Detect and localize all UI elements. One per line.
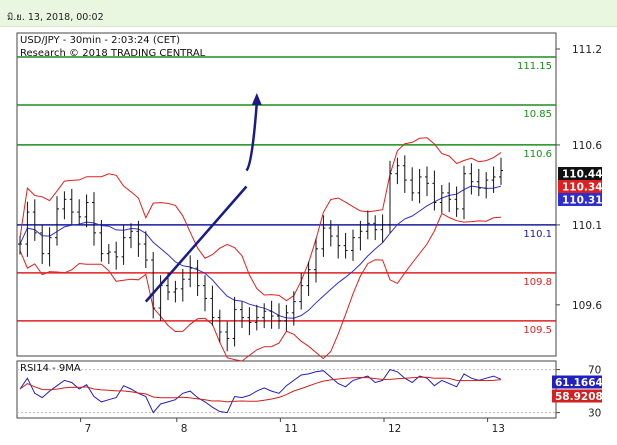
y-tick-label: 109.6 [572, 300, 602, 312]
y-tick-label: 110.1 [572, 220, 602, 232]
rsi-badge-label: 61.1664 [555, 377, 603, 389]
trend-layer [144, 92, 262, 303]
x-axis-ticks: 7 8 11 12 13 [80, 418, 505, 435]
level-label: 110.6 [523, 149, 552, 160]
rsi-panel-frame [16, 360, 557, 419]
level-label: 110.1 [523, 229, 552, 240]
price-badge [558, 180, 602, 194]
level-label: 111.15 [517, 61, 552, 72]
bollinger-upper [19, 137, 502, 302]
header-date: มิ.ย. 13, 2018, 00:02 [7, 12, 104, 23]
rsi-badge [552, 389, 602, 403]
bollinger-lower [19, 212, 502, 362]
level-label: 109.5 [523, 325, 552, 336]
candles-layer [18, 155, 503, 352]
y-tick-label: 111.2 [572, 44, 602, 56]
price-badge [558, 193, 602, 207]
price-panel-frame [16, 32, 557, 357]
rsi-y-tick-label: 30 [588, 408, 601, 420]
rsi-badge-label: 58.9208 [555, 391, 603, 403]
x-tick-label: 11 [284, 423, 297, 435]
header-bar: มิ.ย. 13, 2018, 00:02 [0, 0, 617, 27]
levels-layer: 111.15 10.85 110.6 110.1 109.8 109.5 [17, 56, 556, 336]
rsi-ma-line [19, 376, 502, 403]
rsi-title: RSI14 - 9MA [20, 363, 81, 374]
chart-research-line: Research © 2018 TRADING CENTRAL [20, 48, 206, 59]
x-tick-label: 13 [492, 423, 505, 435]
rsi-y-tick-label: 70 [588, 365, 601, 377]
projection-arrow-shaft [245, 102, 259, 172]
rsi-line [19, 369, 502, 414]
moving-average-line [19, 185, 502, 319]
y-axis-ticks: 109.6 110.1 110.6 111.2 [556, 44, 602, 312]
x-tick-label: 7 [85, 423, 92, 435]
price-badge-label: 110.44 [562, 169, 603, 181]
trendline [144, 185, 248, 303]
rsi-badge [552, 375, 602, 389]
level-label: 109.8 [523, 277, 552, 288]
price-badge [558, 167, 602, 181]
x-tick-label: 8 [181, 423, 188, 435]
price-badge-label: 110.312 [562, 195, 610, 207]
chart-symbol-line: USD/JPY - 30min - 2:03:24 (CET) [20, 35, 180, 46]
y-tick-label: 110.6 [572, 140, 602, 152]
level-label: 10.85 [523, 109, 552, 120]
bollinger-layer [19, 137, 502, 362]
projection-arrow-head [251, 92, 262, 105]
x-tick-label: 12 [388, 423, 401, 435]
price-badge-label: 110.34 [562, 182, 603, 194]
